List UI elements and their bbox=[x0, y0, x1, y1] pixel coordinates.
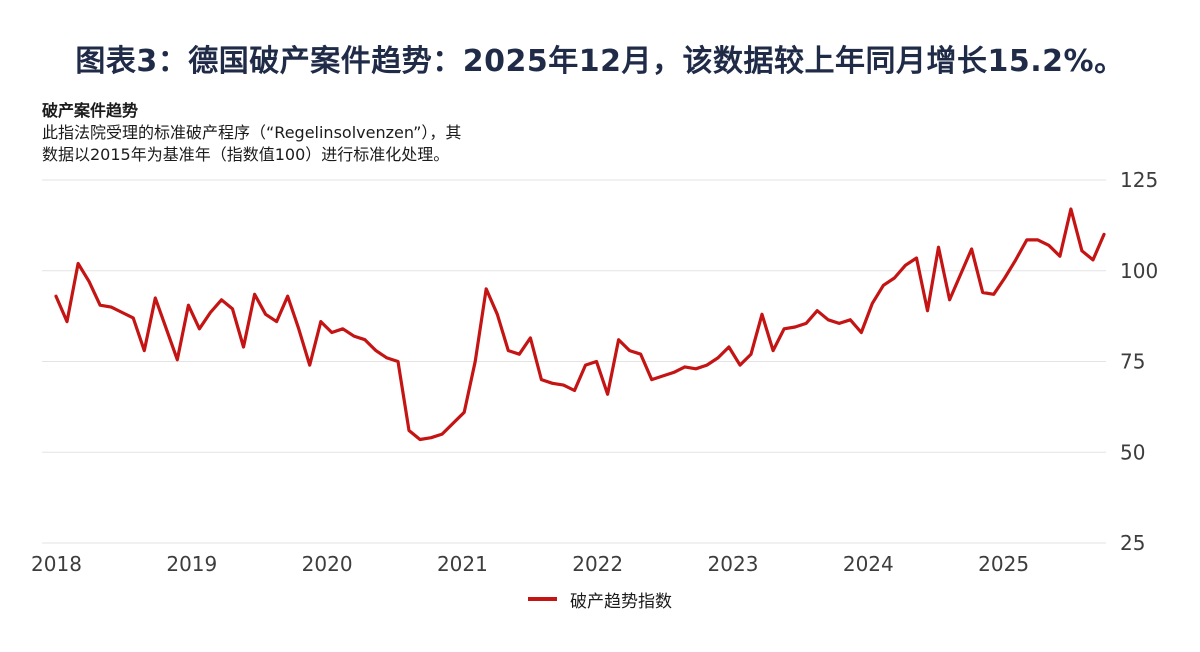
x-axis-label-2018: 2018 bbox=[31, 552, 82, 576]
chart-legend: 破产趋势指数 bbox=[0, 589, 1200, 612]
chart-description-line-1: 此指法院受理的标准破产程序（“Regelinsolvenzen”），其 bbox=[42, 123, 462, 142]
x-axis-label-2019: 2019 bbox=[166, 552, 217, 576]
y-axis-label-25: 25 bbox=[1120, 531, 1145, 555]
x-axis-label-2025: 2025 bbox=[978, 552, 1029, 576]
legend-line-swatch bbox=[528, 597, 557, 601]
legend-label: 破产趋势指数 bbox=[570, 591, 672, 612]
page-title: 图表3：德国破产案件趋势：2025年12月，该数据较上年同月增长15.2%。 bbox=[75, 44, 1125, 79]
y-axis-label-125: 125 bbox=[1120, 168, 1158, 192]
x-axis-label-2024: 2024 bbox=[843, 552, 894, 576]
x-axis-label-2022: 2022 bbox=[572, 552, 623, 576]
y-axis-label-50: 50 bbox=[1120, 440, 1145, 464]
y-axis-label-75: 75 bbox=[1120, 350, 1145, 374]
trend-line bbox=[54, 207, 1106, 442]
chart-subtitle-heading: 破产案件趋势 bbox=[42, 101, 139, 120]
chart-description-line-2: 数据以2015年为基准年（指数值100）进行标准化处理。 bbox=[42, 145, 450, 164]
x-axis-label-2020: 2020 bbox=[302, 552, 353, 576]
y-axis-label-100: 100 bbox=[1120, 259, 1158, 283]
x-axis-label-2021: 2021 bbox=[437, 552, 488, 576]
chart-header: 破产案件趋势 此指法院受理的标准破产程序（“Regelinsolvenzen”）… bbox=[42, 100, 461, 166]
x-axis-label-2023: 2023 bbox=[708, 552, 759, 576]
